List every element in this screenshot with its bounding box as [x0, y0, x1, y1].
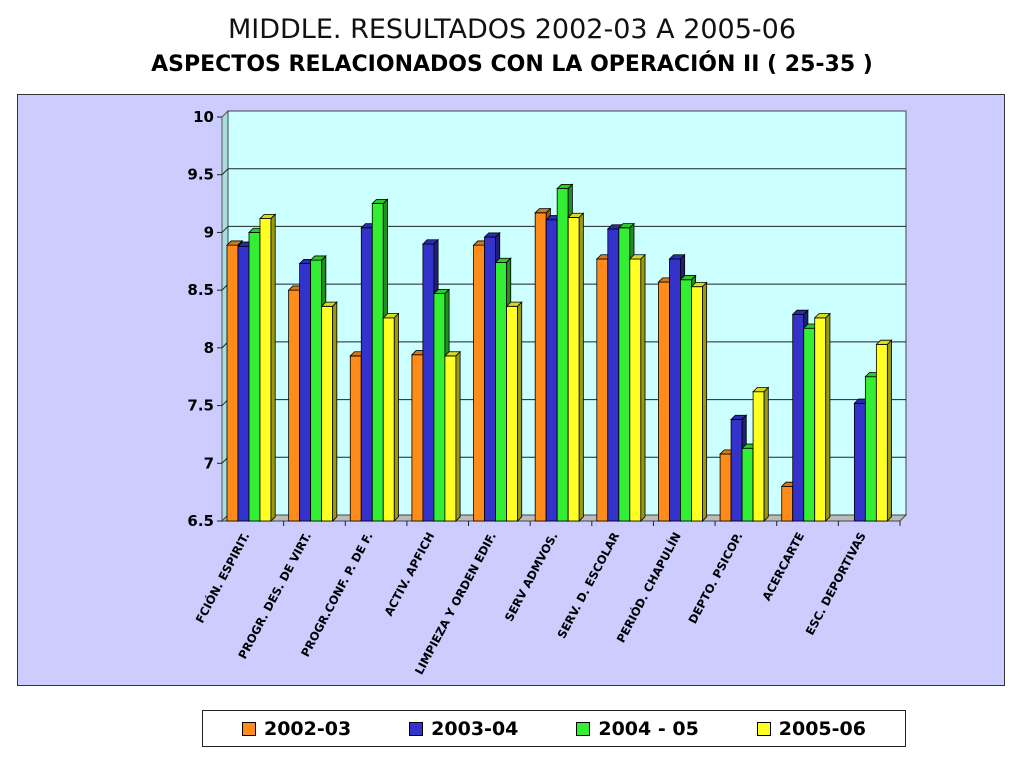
- legend-swatch-2005-06: [756, 721, 771, 736]
- bar-2003-04-1: [299, 263, 312, 522]
- x-tick-label: PROGR.CONF. P. DE F.: [298, 530, 376, 659]
- bar-2002-03-4: [473, 244, 485, 522]
- bar-2003-04-7: [669, 258, 681, 522]
- chart-subtitle: ASPECTOS RELACIONADOS CON LA OPERACIÓN I…: [151, 52, 873, 77]
- bar-2003-04-9: [792, 313, 805, 522]
- bar-2004-05-10: [864, 376, 877, 522]
- bar-2003-04-3: [422, 243, 435, 522]
- bar-2005-06-7: [691, 286, 703, 522]
- bar-2004-05-8: [741, 447, 754, 522]
- bar-2004-05-9: [803, 327, 816, 522]
- y-tick-label: 9: [204, 223, 214, 241]
- bar-2003-04-10: [853, 402, 866, 522]
- bar-2002-03-9: [781, 485, 794, 522]
- x-tick-label: SERV. D. ESCOLAR: [554, 530, 622, 641]
- bar-2004-05-2: [371, 203, 384, 522]
- bar-2005-06-2: [382, 317, 395, 522]
- legend-item-2002-03: 2002-03: [241, 717, 352, 740]
- legend-item-2003-04: 2003-04: [409, 718, 518, 740]
- bar-2002-03-0: [226, 244, 239, 522]
- legend-item-2005-06: 2005-06: [756, 717, 866, 740]
- bar-2002-03-3: [411, 354, 424, 522]
- bar-2005-06-5: [567, 217, 580, 522]
- bar-side: [270, 213, 276, 522]
- bar-2003-04-0: [237, 245, 250, 522]
- bar-2002-03-8: [719, 453, 732, 522]
- legend-swatch-2003-04: [409, 721, 424, 736]
- bar-side: [332, 301, 338, 522]
- gridline-side: [221, 226, 229, 233]
- bar-side: [886, 339, 892, 522]
- bar-2004-05-5: [556, 188, 569, 522]
- bar-2005-06-8: [752, 391, 765, 522]
- gridline-side: [221, 168, 229, 176]
- y-tick-label: 8: [204, 339, 214, 357]
- bar-chart: 6.5 7 7.5 8 8.5 9 9.5 10 FCIÓN. ESPIRIT.PROGR. D…: [187, 108, 908, 677]
- bar-2005-06-3: [444, 355, 457, 522]
- bar-2005-06-9: [814, 317, 827, 522]
- bar-side: [702, 281, 708, 522]
- x-tick-label: SERV ADMVOS.: [502, 530, 561, 624]
- bar-2004-05-4: [495, 262, 507, 522]
- bar-2002-03-1: [288, 289, 301, 522]
- y-tick-label: 6.5: [187, 512, 214, 530]
- legend-item-2004-05: 2004 - 05: [576, 717, 699, 740]
- x-tick-label: ACTIV. APFICH: [381, 530, 437, 618]
- legend-label-2004-05: 2004 - 05: [598, 717, 699, 740]
- bar-side: [825, 312, 831, 522]
- y-tick-label: 7: [204, 454, 214, 472]
- bar-2004-05-1: [310, 259, 323, 522]
- page-title: MIDDLE. RESULTADOS 2002-03 A 2005-06: [227, 14, 797, 45]
- bar-2004-05-0: [248, 232, 261, 522]
- bar-2002-03-6: [596, 258, 609, 522]
- x-tick-label: ESC. DEPORTIVAS: [803, 530, 869, 638]
- bar-side: [578, 212, 584, 522]
- legend-label-2002-03: 2002-03: [263, 717, 352, 740]
- bar-2002-03-5: [534, 212, 547, 522]
- legend-swatch-2004-05: [576, 721, 591, 736]
- bar-2003-04-8: [730, 419, 743, 522]
- x-tick-label: PERIÓD. CHAPULÍN: [613, 529, 684, 645]
- x-tick-label: PROGR. DES. DE VIRT.: [235, 530, 314, 661]
- bar-2003-04-4: [484, 236, 496, 522]
- legend-label-2003-04: 2003-04: [431, 717, 519, 740]
- y-tick-label: 10: [193, 108, 214, 126]
- y-tick-label: 8.5: [187, 281, 214, 299]
- bar-2002-03-2: [349, 355, 362, 522]
- y-tick-label: 9.5: [187, 166, 214, 184]
- bar-2004-05-3: [433, 293, 446, 522]
- chart-frame: 6.5 7 7.5 8 8.5 9 9.5 10 FCIÓN. ESPIRIT. PROGR. D…: [17, 94, 1005, 686]
- bar-2004-05-6: [618, 227, 631, 522]
- bar-2005-06-1: [321, 305, 334, 522]
- legend-swatch-2002-03: [241, 721, 256, 736]
- bar-side: [763, 386, 769, 522]
- y-tick-label: 7.5: [187, 397, 214, 415]
- bar-side: [455, 350, 461, 522]
- bar-2005-06-4: [506, 305, 518, 522]
- x-tick-label: FCIÓN. ESPIRIT.: [192, 529, 253, 625]
- bar-2005-06-0: [259, 218, 272, 522]
- bar-2004-05-7: [680, 279, 692, 522]
- legend: 2002-03 2003-04 2004 - 05 2005-06: [202, 710, 906, 747]
- bar-side: [640, 253, 646, 522]
- bar-2005-06-10: [875, 343, 888, 522]
- bar-2003-04-6: [607, 228, 620, 522]
- bar-2005-06-6: [629, 258, 642, 522]
- x-tick-label: DEPTO. PSICOP.: [685, 530, 745, 626]
- bar-2003-04-5: [545, 219, 558, 522]
- bar-2003-04-2: [360, 227, 373, 522]
- bar-2002-03-7: [658, 281, 670, 522]
- x-tick-label: ACERCARTE: [759, 530, 807, 603]
- bar-side: [517, 301, 523, 522]
- bar-side: [393, 312, 399, 522]
- legend-label-2005-06: 2005-06: [778, 717, 866, 740]
